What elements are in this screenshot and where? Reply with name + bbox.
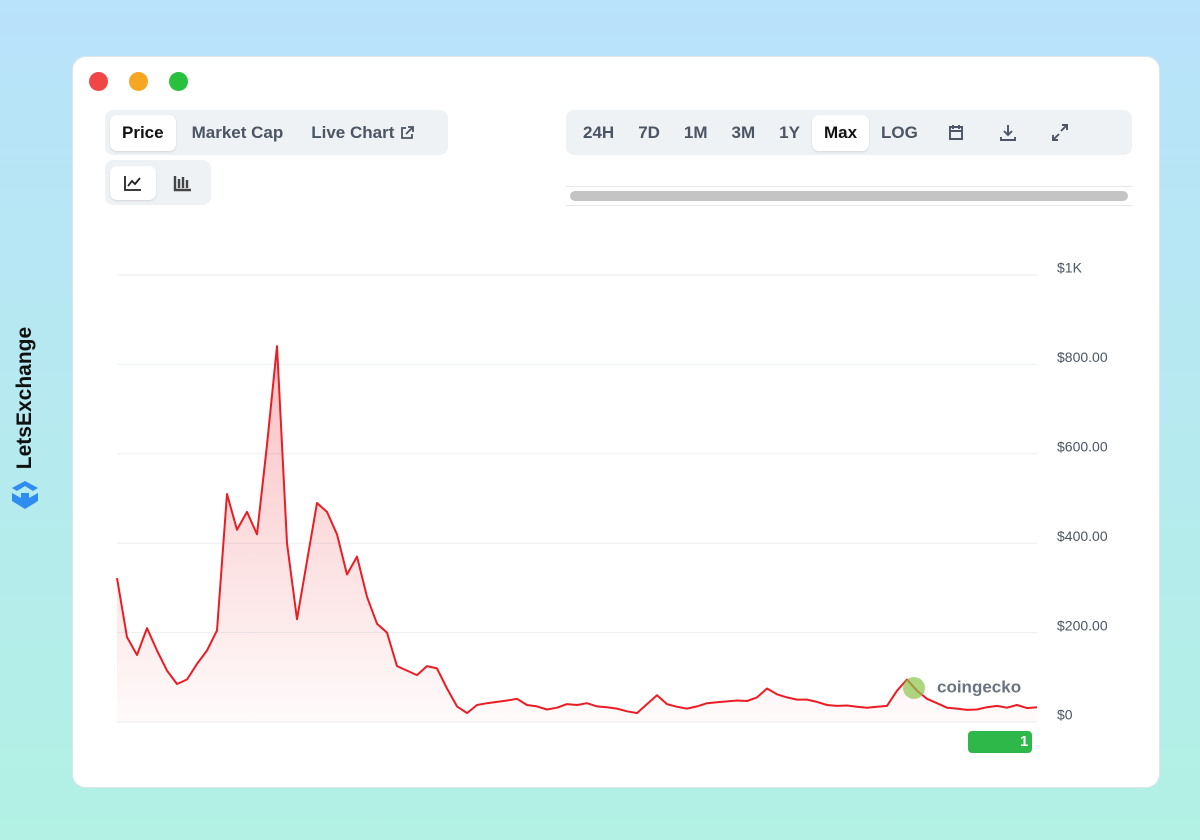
range-button[interactable]: 7D bbox=[638, 122, 660, 142]
range-button[interactable]: 1M bbox=[683, 122, 708, 142]
icon-button[interactable] bbox=[1034, 114, 1086, 152]
badge bbox=[968, 731, 1032, 753]
icon bbox=[948, 124, 963, 140]
tab[interactable]: Price bbox=[110, 114, 176, 151]
y-tick-label: $600.00 bbox=[1057, 439, 1108, 455]
range-button[interactable]: 24H bbox=[583, 122, 615, 142]
line-icon bbox=[124, 175, 141, 191]
y-tick-label: $800.00 bbox=[1057, 349, 1108, 365]
scroll-thumb[interactable] bbox=[570, 191, 1128, 201]
scrollbar bbox=[566, 186, 1132, 206]
candle-icon bbox=[173, 175, 191, 191]
tab-label: Live Chart bbox=[311, 122, 395, 142]
tab-group: Price Market Cap Live Chart bbox=[105, 110, 448, 155]
brand-logo bbox=[12, 481, 38, 509]
watermark: coingecko bbox=[937, 677, 1021, 696]
icon bbox=[1051, 123, 1068, 141]
range-group: 24H 7D 1M 3M 1Y Max LOG bbox=[566, 110, 1132, 155]
y-tick-label: $200.00 bbox=[1057, 617, 1108, 633]
minimize[interactable] bbox=[129, 72, 148, 91]
badge-label: 1 bbox=[1020, 733, 1028, 750]
line bbox=[116, 345, 1038, 715]
tab[interactable]: Market Cap bbox=[191, 122, 284, 142]
y-tick-label: $0 bbox=[1057, 707, 1073, 723]
chart-type-group bbox=[105, 160, 211, 205]
close[interactable] bbox=[89, 72, 108, 91]
range-button[interactable]: Max bbox=[811, 114, 870, 151]
range-button[interactable]: LOG bbox=[881, 122, 918, 142]
external-icon bbox=[401, 125, 415, 139]
icon-button[interactable] bbox=[982, 114, 1034, 152]
range-button[interactable]: 3M bbox=[731, 122, 756, 142]
y-tick-label: $1K bbox=[1057, 260, 1083, 276]
maximize[interactable] bbox=[169, 72, 188, 91]
area bbox=[117, 346, 1037, 722]
icon bbox=[999, 124, 1016, 141]
icon-button[interactable] bbox=[930, 114, 982, 152]
candle-button[interactable] bbox=[160, 166, 206, 200]
tab[interactable]: Live Chart bbox=[299, 115, 428, 151]
range-button[interactable]: 1Y bbox=[779, 122, 800, 142]
watermark-logo bbox=[903, 677, 925, 699]
y-tick-label: $400.00 bbox=[1057, 528, 1108, 544]
line-button[interactable] bbox=[110, 165, 156, 200]
